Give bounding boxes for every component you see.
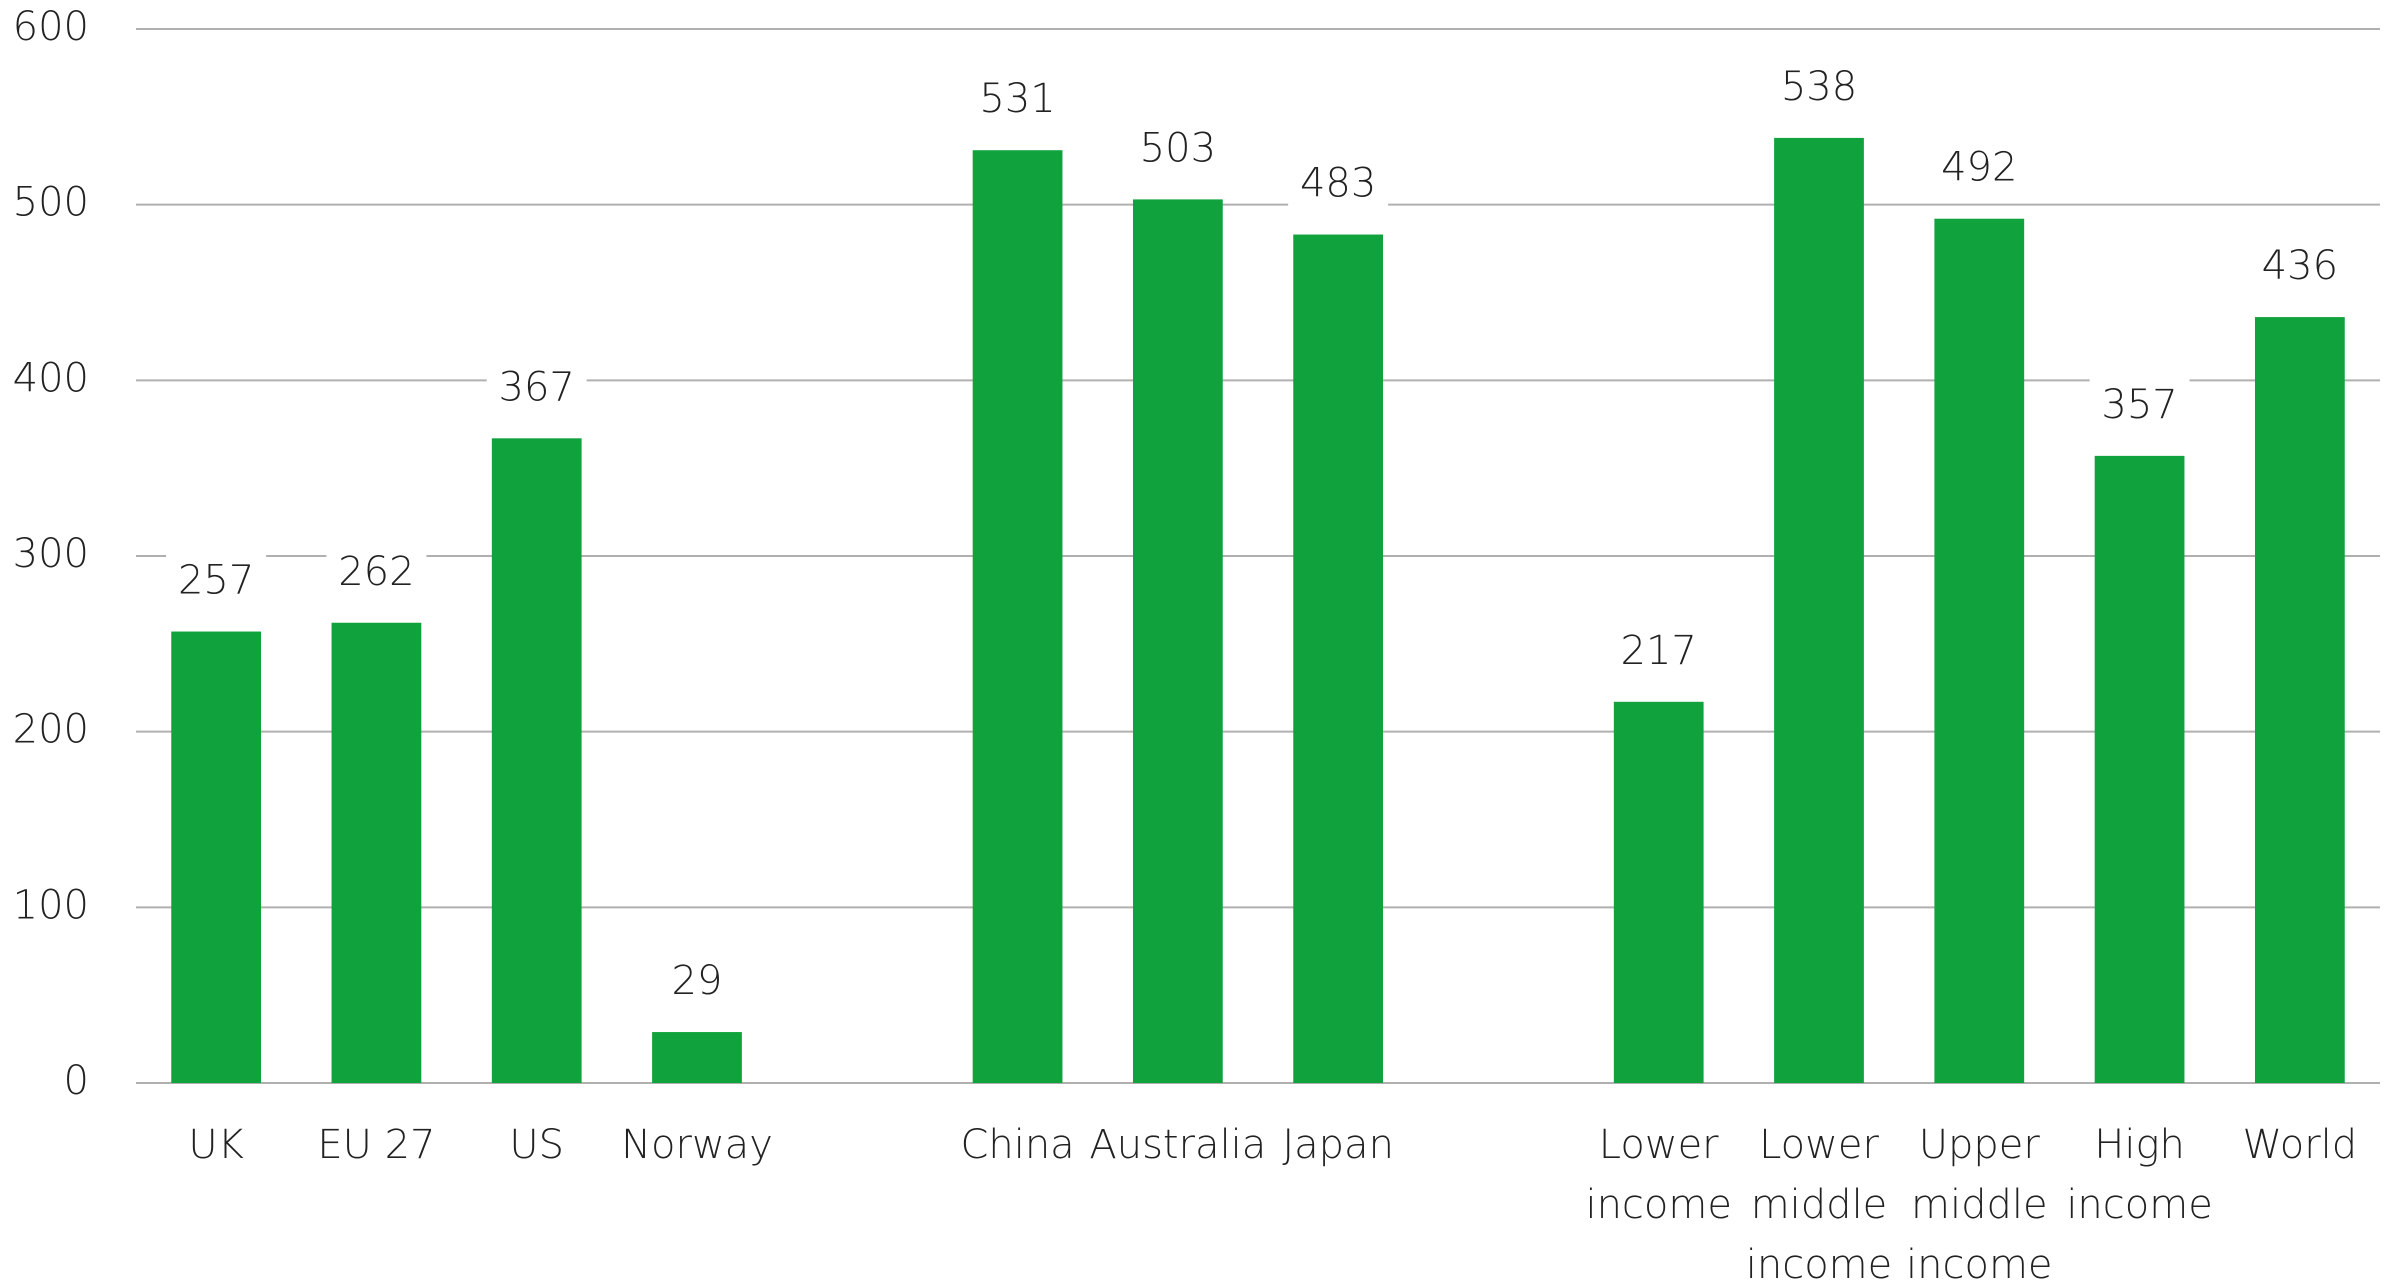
bar: [1293, 234, 1384, 1083]
value-label: 217: [1621, 628, 1697, 674]
value-label-bg: [2089, 375, 2190, 432]
value-label-bg: [967, 70, 1068, 127]
bar: [1132, 199, 1223, 1083]
x-tick-label: EU 27: [317, 1122, 435, 1168]
bar: [972, 150, 1063, 1083]
bar: [491, 438, 582, 1083]
value-label: 503: [1140, 125, 1216, 171]
y-tick-label: 100: [13, 882, 89, 928]
x-tick-label: Upper middle income: [1906, 1122, 2053, 1285]
bars: [171, 137, 2345, 1084]
x-tick-label: China: [960, 1122, 1074, 1168]
x-tick-label: Lower income: [1585, 1122, 1732, 1228]
value-label-bg: [1929, 138, 2030, 195]
value-label: 357: [2101, 382, 2177, 428]
x-tick-label: Australia: [1089, 1122, 1266, 1168]
value-label: 538: [1781, 64, 1857, 110]
value-label-bg: [647, 952, 747, 1009]
bar: [331, 622, 422, 1083]
y-tick-label: 600: [13, 4, 89, 50]
bar: [1613, 701, 1704, 1083]
value-label-bg: [2249, 237, 2350, 294]
x-tick-label: Lower middle income: [1746, 1122, 1893, 1285]
value-label-bg: [1608, 621, 1709, 678]
value-label: 257: [178, 558, 254, 604]
value-label-bg: [326, 542, 427, 599]
bar: [2094, 455, 2185, 1083]
x-tick-label: Japan: [1282, 1122, 1394, 1168]
value-label: 367: [499, 364, 575, 410]
y-tick-label: 0: [64, 1058, 89, 1104]
value-label: 29: [672, 958, 723, 1004]
value-label-bg: [1127, 119, 1228, 176]
value-label-bg: [486, 358, 587, 415]
value-label: 483: [1300, 161, 1376, 207]
bar: [2254, 317, 2345, 1083]
y-tick-label: 500: [13, 180, 89, 226]
value-label: 531: [979, 76, 1055, 122]
bar: [171, 631, 262, 1083]
value-label-bg: [1769, 57, 1869, 114]
x-tick-label: Norway: [621, 1122, 773, 1168]
x-tick-label: World: [2243, 1122, 2358, 1168]
grid: [136, 28, 2380, 1084]
y-tick-label: 400: [13, 355, 89, 401]
x-tick-label: US: [509, 1122, 564, 1168]
value-label: 262: [338, 549, 414, 595]
bar: [1774, 137, 1864, 1083]
value-label: 492: [1941, 145, 2017, 191]
value-label: 436: [2262, 243, 2338, 289]
value-label-bg: [166, 551, 267, 608]
bar: [652, 1032, 742, 1083]
x-tick-label: High income: [2066, 1122, 2213, 1228]
y-tick-label: 200: [13, 707, 89, 753]
bar: [1934, 218, 2025, 1084]
y-tick-label: 300: [13, 531, 89, 577]
x-tick-label: UK: [188, 1122, 244, 1168]
value-label-bg: [1288, 154, 1389, 211]
labels: 257 262 367 29 531 503 483 217 538 492 357 436: [166, 57, 2350, 1009]
